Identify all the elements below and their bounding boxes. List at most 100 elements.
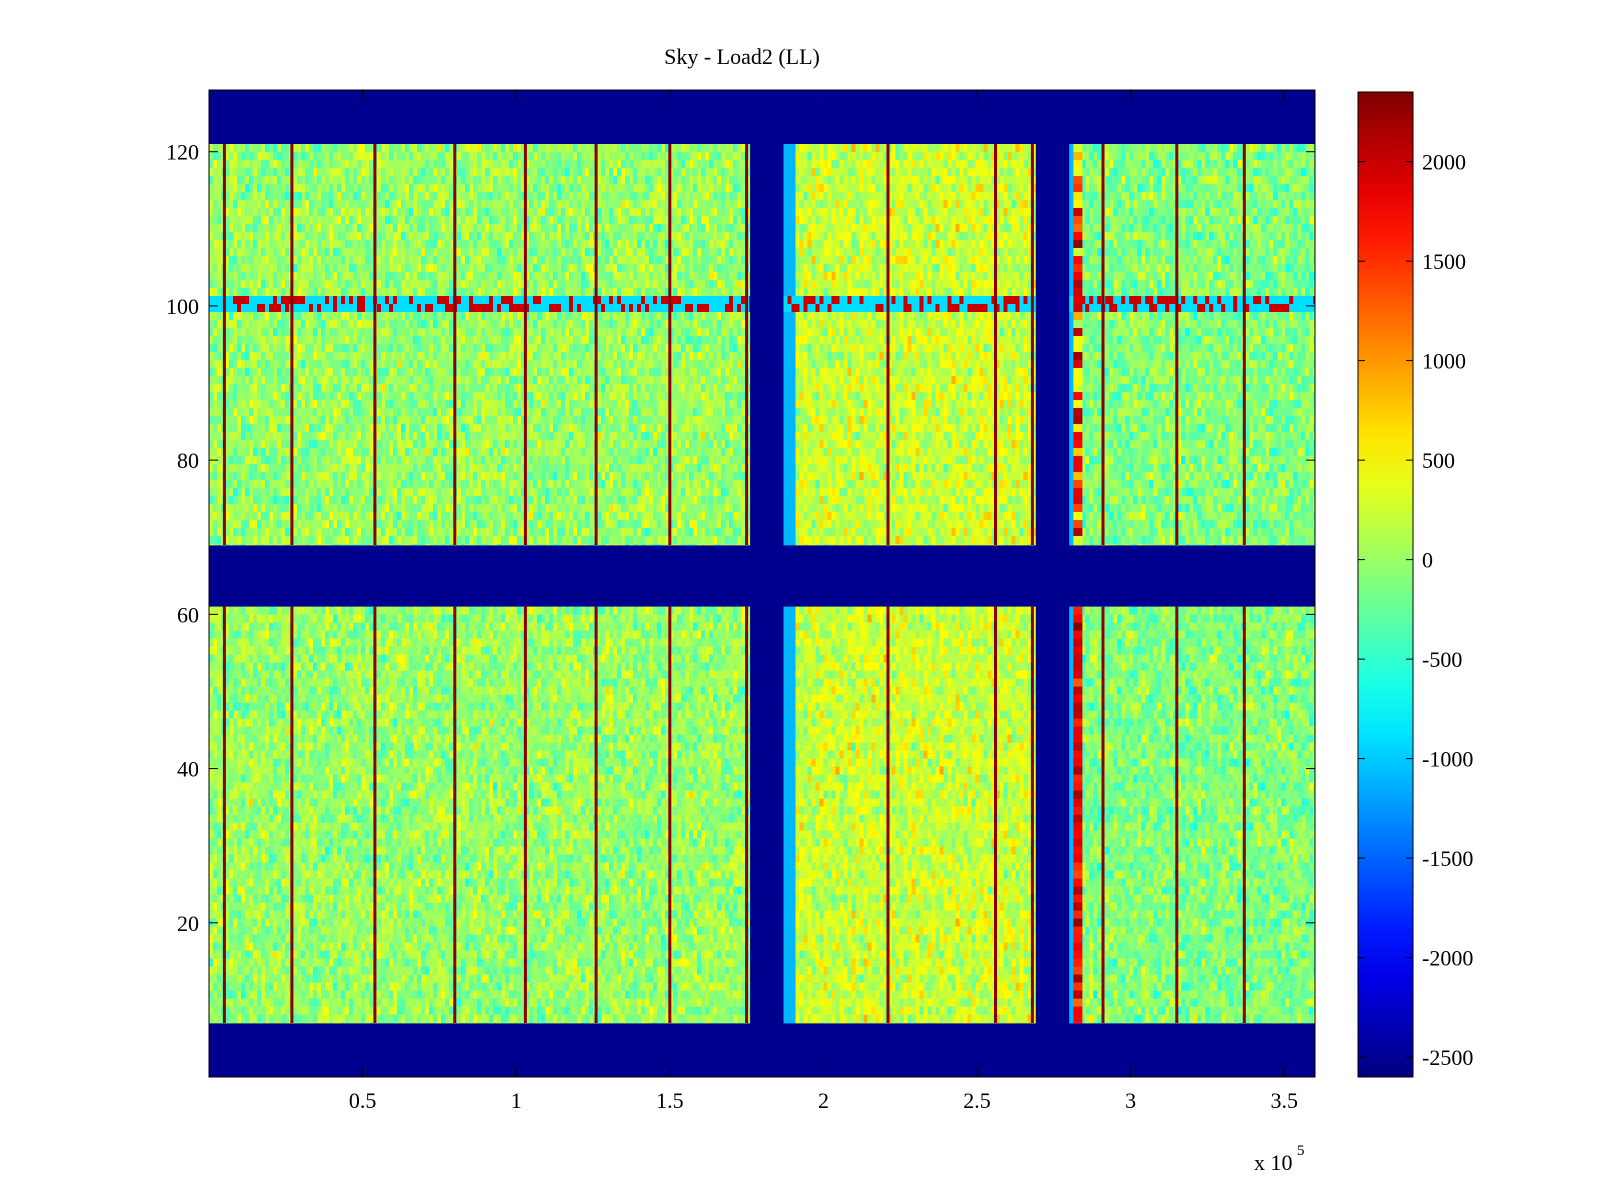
heatmap-cell — [405, 750, 410, 759]
heatmap-cell — [533, 798, 538, 807]
heatmap-cell — [393, 838, 398, 847]
heatmap-cell — [533, 750, 538, 759]
heatmap-cell — [429, 870, 434, 879]
heatmap-cell — [521, 614, 526, 623]
heatmap-cell — [733, 726, 738, 735]
heatmap-cell — [265, 622, 270, 631]
heatmap-cell — [245, 606, 250, 615]
heatmap-cell — [409, 646, 414, 655]
heatmap-cell — [433, 654, 438, 663]
heatmap-cell — [481, 614, 486, 623]
heatmap-cell — [265, 790, 270, 799]
heatmap-cell — [249, 638, 254, 647]
heatmap-cell — [749, 686, 751, 695]
heatmap-cell — [309, 710, 314, 719]
heatmap-cell — [641, 702, 646, 711]
heatmap-cell — [425, 766, 430, 775]
heatmap-cell — [293, 822, 298, 831]
heatmap-cell — [265, 638, 270, 647]
heatmap-cell — [565, 630, 570, 639]
heatmap-cell — [413, 846, 418, 855]
heatmap-cell — [365, 718, 370, 727]
heatmap-cell — [405, 886, 410, 895]
heatmap-cell — [369, 654, 374, 663]
heatmap-cell — [693, 862, 698, 871]
heatmap-cell — [333, 678, 338, 687]
heatmap-cell — [681, 606, 686, 615]
heatmap-cell — [397, 878, 402, 887]
heatmap-cell — [461, 830, 466, 839]
heatmap-cell — [505, 734, 510, 743]
heatmap-cells — [209, 144, 1316, 1024]
heatmap-cell — [661, 878, 666, 887]
heatmap-cell — [281, 662, 286, 671]
heatmap-cell — [337, 758, 342, 767]
heatmap-cell — [457, 790, 462, 799]
heatmap-cell — [545, 646, 550, 655]
heatmap-cell — [625, 830, 630, 839]
heatmap-cell — [505, 790, 510, 799]
heatmap-cell — [737, 638, 742, 647]
heatmap-cell — [665, 606, 670, 615]
heatmap-cell — [241, 606, 246, 615]
heatmap-cell — [293, 678, 298, 687]
heatmap-cell — [457, 718, 462, 727]
heatmap-cell — [541, 662, 546, 671]
heatmap-cell — [661, 686, 666, 695]
heatmap-cell — [349, 854, 354, 863]
heatmap-cell — [257, 750, 262, 759]
heatmap-cell — [405, 606, 410, 615]
heatmap-cell — [525, 822, 530, 831]
heatmap-cell — [541, 694, 546, 703]
heatmap-cell — [429, 678, 434, 687]
heatmap-cell — [629, 662, 634, 671]
heatmap-cell — [365, 678, 370, 687]
heatmap-cell — [433, 886, 438, 895]
heatmap-cell — [329, 694, 334, 703]
heatmap-cell — [241, 790, 246, 799]
heatmap-cell — [489, 886, 494, 895]
heatmap-cell — [701, 638, 706, 647]
heatmap-cell — [277, 622, 282, 631]
heatmap-cell — [685, 750, 690, 759]
heatmap-cell — [473, 798, 478, 807]
heatmap-cell — [429, 774, 434, 783]
heatmap-cell — [733, 886, 738, 895]
heatmap-cell — [233, 838, 238, 847]
heatmap-cell — [573, 734, 578, 743]
heatmap-cell — [209, 894, 214, 903]
heatmap-cell — [441, 854, 446, 863]
heatmap-cell — [213, 718, 218, 727]
heatmap-cell — [253, 806, 258, 815]
heatmap-cell — [397, 606, 402, 615]
heatmap-cell — [557, 790, 562, 799]
heatmap-cell — [613, 630, 618, 639]
heatmap-cell — [501, 742, 506, 751]
heatmap-cell — [645, 678, 650, 687]
heatmap-cell — [357, 670, 362, 679]
heatmap-cell — [737, 830, 742, 839]
heatmap-cell — [281, 630, 286, 639]
heatmap-cell — [253, 606, 258, 615]
heatmap-cell — [209, 622, 214, 631]
heatmap-cell — [493, 646, 498, 655]
heatmap-cell — [433, 846, 438, 855]
heatmap-cell — [661, 846, 666, 855]
heatmap-cell — [677, 806, 682, 815]
heatmap-cell — [309, 878, 314, 887]
heatmap-cell — [517, 678, 522, 687]
heatmap-cell — [529, 630, 534, 639]
heatmap-cell — [241, 814, 246, 823]
heatmap-cell — [345, 846, 350, 855]
heatmap-cell — [605, 646, 610, 655]
heatmap-cell — [445, 830, 450, 839]
heatmap-cell — [429, 822, 434, 831]
heatmap-cell — [613, 726, 618, 735]
heatmap-cell — [485, 630, 490, 639]
heatmap-cell — [353, 694, 358, 703]
heatmap-cell — [481, 878, 486, 887]
heatmap-cell — [233, 822, 238, 831]
heatmap-cell — [325, 622, 330, 631]
heatmap-cell — [241, 782, 246, 791]
